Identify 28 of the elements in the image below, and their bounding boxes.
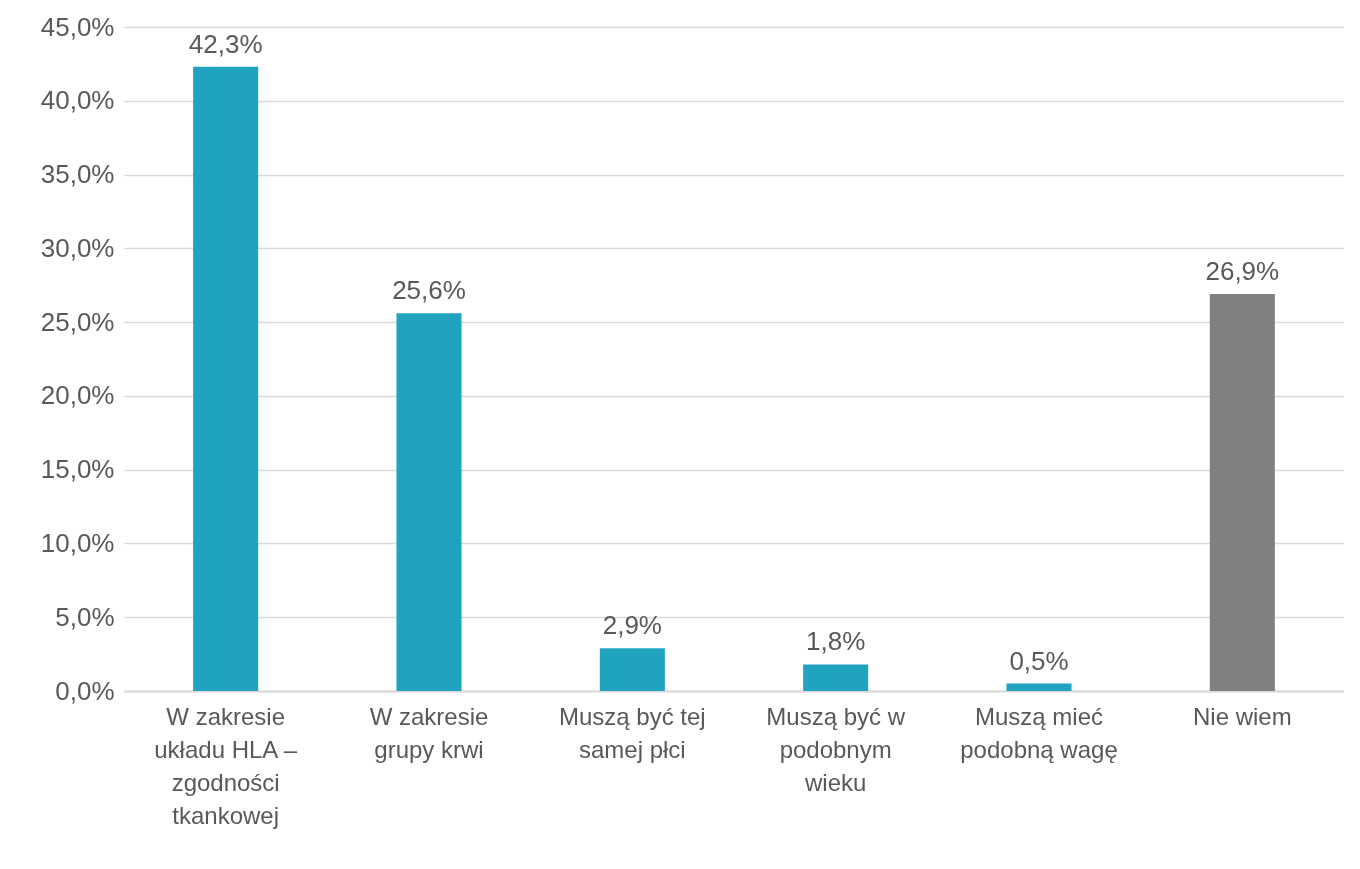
bar: [803, 664, 869, 691]
y-tick-label: 5,0%: [55, 601, 115, 632]
data-label: 0,5%: [1009, 645, 1069, 676]
x-tick-label: Muszą mieć podobną wagę: [960, 702, 1118, 763]
y-tick-label: 35,0%: [40, 159, 115, 190]
y-tick-label: 30,0%: [40, 232, 115, 263]
bar: [599, 648, 665, 691]
bar: [1209, 294, 1275, 691]
y-tick-label: 40,0%: [40, 85, 115, 116]
y-tick-label: 20,0%: [40, 380, 115, 411]
bar: [193, 66, 259, 691]
data-label: 1,8%: [806, 626, 866, 657]
y-tick-label: 0,0%: [55, 675, 115, 706]
y-tick-label: 45,0%: [40, 11, 115, 42]
x-tick-label: W zakresie układu HLA – zgodności tkankowej: [154, 702, 298, 829]
bar: [396, 313, 462, 691]
y-tick-label: 15,0%: [40, 454, 115, 485]
data-label: 2,9%: [602, 610, 662, 641]
bar: [1006, 683, 1072, 691]
x-tick-label: Nie wiem: [1192, 702, 1292, 730]
data-label: 25,6%: [392, 275, 466, 306]
x-tick-label: Muszą być w podobnym wieku: [766, 702, 906, 796]
y-tick-label: 10,0%: [40, 527, 115, 558]
x-tick-label: Muszą być tej samej płci: [558, 702, 706, 763]
data-label: 42,3%: [188, 28, 263, 59]
x-tick-label: W zakresie grupy krwi: [369, 702, 489, 763]
y-tick-label: 25,0%: [40, 306, 115, 337]
data-label: 26,9%: [1205, 256, 1280, 287]
